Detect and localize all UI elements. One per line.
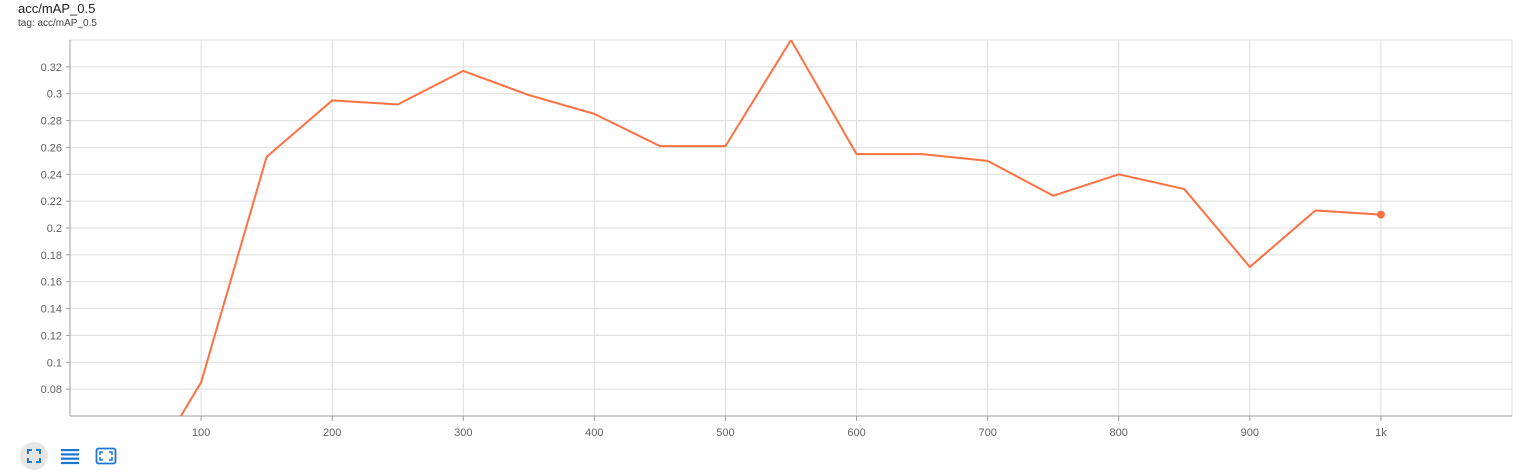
- toggle-log-lines-icon: [61, 449, 79, 465]
- line-chart[interactable]: 0.08 0.1 0.12 0.14 0.16 0.18 0.2 0.22 0.24 0.26 0.…: [0, 0, 1532, 440]
- x-tick-label: 900: [1241, 427, 1259, 439]
- series-line: [179, 40, 1381, 416]
- chart-title: acc/mAP_0.5: [18, 1, 96, 16]
- y-tick-label: 0.08: [41, 384, 62, 396]
- x-tick-label: 500: [716, 427, 734, 439]
- y-tick-label: 0.22: [41, 196, 62, 208]
- y-tick-label: 0.14: [41, 304, 62, 316]
- y-tick-label: 0.2: [47, 223, 62, 235]
- x-tick-label: 200: [323, 427, 341, 439]
- x-tick-label: 300: [454, 427, 472, 439]
- y-tick-label: 0.18: [41, 250, 62, 262]
- y-tick-label: 0.28: [41, 116, 62, 128]
- y-tick-label: 0.12: [41, 330, 62, 342]
- fit-domain-button[interactable]: [20, 442, 48, 470]
- x-tick-label: 600: [847, 427, 865, 439]
- chart-tag-subtitle: tag: acc/mAP_0.5: [18, 18, 97, 29]
- x-tick-label: 700: [978, 427, 996, 439]
- x-tick-label: 1k: [1375, 427, 1387, 439]
- y-tick-label: 0.16: [41, 277, 62, 289]
- fullscreen-button[interactable]: [92, 442, 120, 470]
- y-tick-label: 0.3: [47, 89, 62, 101]
- y-tick-label: 0.24: [41, 169, 62, 181]
- toggle-log-lines-button[interactable]: [56, 442, 84, 470]
- x-tick-label: 100: [192, 427, 210, 439]
- marker-layer: [1376, 210, 1385, 219]
- y-axis-ticks: 0.08 0.1 0.12 0.14 0.16 0.18 0.2 0.22 0.24 0.26 0.…: [41, 62, 70, 396]
- series-layer: [179, 40, 1381, 416]
- fit-domain-icon: [27, 449, 41, 463]
- x-axis-ticks: 100 200 300 400 500 600 700 800 900 1k: [192, 416, 1387, 439]
- chart-toolbar: [20, 442, 120, 470]
- fullscreen-icon: [95, 447, 117, 465]
- grid: [70, 39, 1513, 416]
- x-tick-label: 800: [1110, 427, 1128, 439]
- y-tick-label: 0.26: [41, 142, 62, 154]
- y-tick-label: 0.32: [41, 62, 62, 74]
- y-tick-label: 0.1: [47, 357, 62, 369]
- x-tick-label: 400: [585, 427, 603, 439]
- last-point-marker[interactable]: [1376, 210, 1385, 219]
